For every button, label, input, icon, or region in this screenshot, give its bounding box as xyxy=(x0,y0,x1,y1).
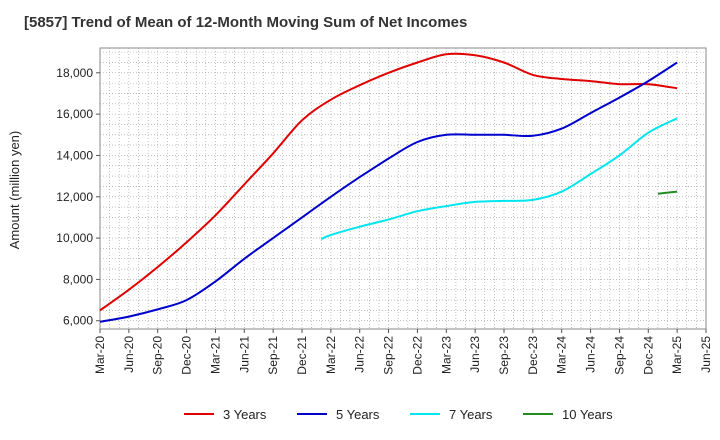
x-tick-label: Jun-24 xyxy=(584,336,598,373)
y-tick-label: 6,000 xyxy=(63,314,93,328)
y-tick-label: 12,000 xyxy=(56,190,93,204)
x-tick-label: Dec-21 xyxy=(295,336,309,375)
legend: 3 Years 5 Years 7 Years 10 Years xyxy=(184,407,613,422)
chart-title: [5857] Trend of Mean of 12-Month Moving … xyxy=(24,14,468,31)
x-tick-label: Sep-22 xyxy=(382,336,396,375)
x-tick-label: Mar-24 xyxy=(555,336,569,374)
series-line-7-years xyxy=(320,117,678,241)
x-tick-label: Dec-23 xyxy=(526,336,540,375)
x-tick-label: Jun-22 xyxy=(353,336,367,373)
legend-label: 5 Years xyxy=(336,407,380,422)
x-tick-label: Sep-24 xyxy=(612,336,626,375)
x-tick-label: Dec-20 xyxy=(180,336,194,375)
y-axis-title: Amount (million yen) xyxy=(7,131,22,250)
x-tick-label: Mar-23 xyxy=(439,336,453,374)
x-tick-label: Sep-21 xyxy=(266,336,280,375)
y-tick-label: 10,000 xyxy=(56,231,93,245)
x-tick-label: Mar-22 xyxy=(324,336,338,374)
x-tick-label: Mar-25 xyxy=(670,336,684,374)
series-line-10-years xyxy=(657,190,678,195)
x-tick-label: Sep-20 xyxy=(151,336,165,375)
x-axis: Mar-20 Jun-20 Sep-20 Dec-20 Mar-21 Jun-21 Sep-… xyxy=(93,329,713,375)
legend-label: 3 Years xyxy=(223,407,267,422)
series-layer xyxy=(99,52,678,323)
x-tick-label: Jun-23 xyxy=(468,336,482,373)
y-tick-label: 14,000 xyxy=(56,148,93,162)
y-axis: 6,000 8,000 10,000 12,000 14,000 16,000 18,000 xyxy=(56,66,100,328)
x-tick-label: Jun-20 xyxy=(122,336,136,373)
legend-label: 10 Years xyxy=(562,407,613,422)
x-tick-label: Sep-23 xyxy=(497,336,511,375)
x-tick-label: Mar-21 xyxy=(208,336,222,374)
grid xyxy=(100,48,706,329)
series-line-3-years xyxy=(99,52,678,312)
x-tick-label: Dec-24 xyxy=(641,336,655,375)
legend-label: 7 Years xyxy=(449,407,493,422)
plot-area xyxy=(99,47,707,330)
x-tick-label: Jun-25 xyxy=(699,336,713,373)
y-tick-label: 16,000 xyxy=(56,107,93,121)
series-line-5-years xyxy=(99,61,678,323)
x-tick-label: Dec-22 xyxy=(410,336,424,375)
y-tick-label: 8,000 xyxy=(63,272,93,286)
x-tick-label: Mar-20 xyxy=(93,336,107,374)
x-tick-label: Jun-21 xyxy=(237,336,251,373)
y-tick-label: 18,000 xyxy=(56,66,93,80)
